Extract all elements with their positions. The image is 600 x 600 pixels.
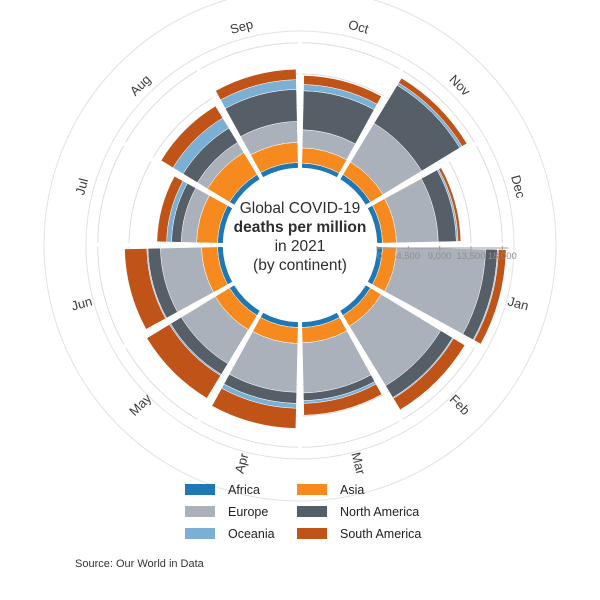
month-sectors <box>124 68 507 429</box>
legend-swatch-asia <box>297 484 327 495</box>
sector-gap-1 <box>362 279 482 352</box>
axis-tick-label-4500: 4,500 <box>396 251 420 262</box>
radial-axis: 0 4,500 9,000 13,500 18,000 <box>376 246 517 262</box>
month-label-mar: Mar <box>348 451 368 477</box>
axis-tick-label-9000: 9,000 <box>428 251 452 262</box>
legend-label-north-america: North America <box>340 505 419 519</box>
outer-circle-0 <box>85 30 515 460</box>
legend-label-oceania: Oceania <box>228 527 275 541</box>
segment-Sep-South-America <box>215 68 297 101</box>
sector-gap-lines <box>91 36 509 454</box>
source-caption: Source: Our World in Data <box>75 558 205 570</box>
legend-label-asia: Asia <box>340 483 364 497</box>
month-label-apr: Apr <box>232 451 252 475</box>
legend-label-africa: Africa <box>228 483 260 497</box>
segment-Dec-South-America <box>438 167 462 242</box>
month-label-dec: Dec <box>508 173 529 200</box>
month-label-oct: Oct <box>347 17 371 37</box>
month-label-may: May <box>126 390 154 418</box>
segment-Aug-South-America <box>160 105 224 169</box>
month-label-jun: Jun <box>70 294 94 314</box>
segment-Jan-South-America <box>473 249 507 345</box>
segment-Mar-South-America <box>303 383 383 416</box>
segment-May-South-America <box>146 324 221 399</box>
sector-gap-7 <box>118 138 238 211</box>
segment-Feb-South-America <box>393 338 466 411</box>
title-line-1: Global COVID-19 <box>240 200 361 217</box>
legend: Africa Europe Oceania Asia North America Sout… <box>185 483 421 541</box>
title-line-4: (by continent) <box>253 257 347 274</box>
legend-label-south-america: South America <box>340 527 421 541</box>
month-label-sep: Sep <box>228 16 254 36</box>
legend-swatch-south-america <box>297 528 327 539</box>
sector-gap-2 <box>334 307 407 427</box>
month-label-feb: Feb <box>447 392 473 418</box>
axis-tick-label-0: 0 <box>377 251 382 262</box>
legend-swatch-oceania <box>185 528 215 539</box>
outer-reference-circles <box>43 0 557 502</box>
sector-gap-11 <box>362 138 482 211</box>
legend-swatch-europe <box>185 506 215 517</box>
sector-gap-5 <box>118 279 238 352</box>
sector-gap-4 <box>193 307 266 427</box>
legend-swatch-africa <box>185 484 215 495</box>
segment-Jul-South-America <box>156 175 184 243</box>
segment-Jun-South-America <box>124 248 166 330</box>
title-line-2: deaths per million <box>234 219 367 236</box>
month-label-nov: Nov <box>446 72 473 99</box>
sector-gap-10 <box>334 63 407 183</box>
segment-Nov-South-America <box>398 77 468 147</box>
center-title-block: Global COVID-19 deaths per million in 20… <box>234 200 367 274</box>
month-label-jul: Jul <box>72 176 91 196</box>
axis-tick-label-13500: 13,500 <box>456 251 485 262</box>
axis-tick-label-18000: 18,000 <box>488 251 517 262</box>
title-line-3: in 2021 <box>275 238 326 255</box>
segment-Apr-South-America <box>211 387 297 429</box>
sector-gap-8 <box>193 63 266 183</box>
month-label-aug: Aug <box>127 72 154 99</box>
outer-circle-1 <box>43 0 557 502</box>
legend-label-europe: Europe <box>228 505 268 519</box>
legend-swatch-north-america <box>297 506 327 517</box>
segment-Oct-South-America <box>303 75 382 105</box>
month-label-jan: Jan <box>506 294 530 314</box>
